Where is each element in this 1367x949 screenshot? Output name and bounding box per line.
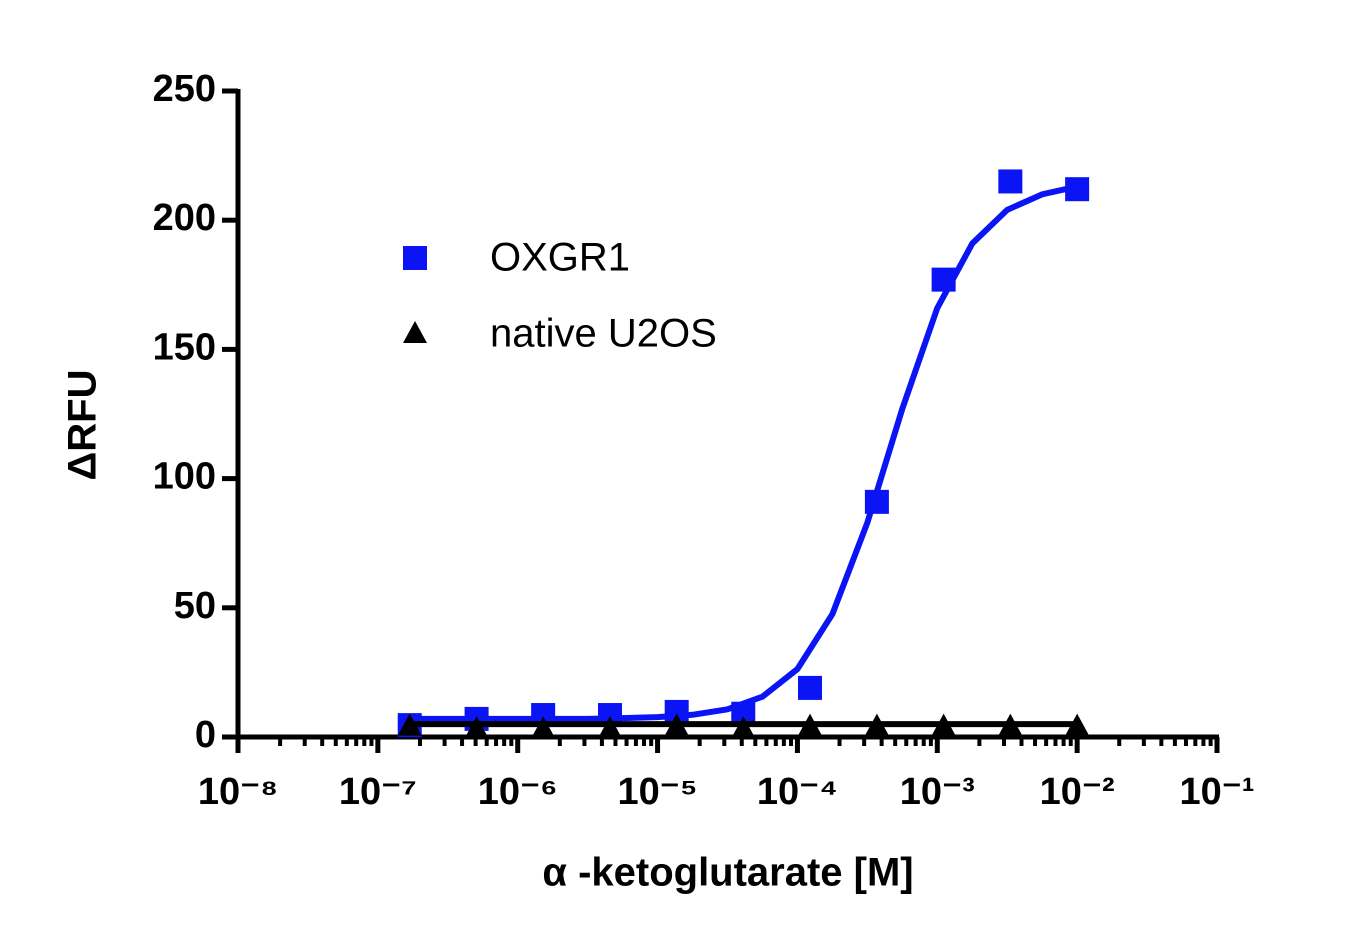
data-point [1065,177,1090,202]
data-point [397,713,422,736]
data-point [864,713,889,736]
data-point [864,489,889,514]
legend-marker [403,246,427,270]
legend-label: native U2OS [490,312,717,356]
data-point [531,716,556,739]
data-point [931,267,956,292]
y-tick-label: 150 [153,326,216,368]
data-point [464,716,489,739]
data-point [598,716,623,739]
y-tick-label: 250 [153,68,216,110]
x-tick-label: 10⁻⁵ [617,771,697,813]
data-point [798,675,823,700]
x-tick-label: 10⁻⁷ [339,771,417,813]
x-tick-label: 10⁻⁶ [478,771,558,813]
y-tick-label: 0 [195,714,216,756]
x-tick-label: 10⁻³ [900,771,975,813]
data-point [798,713,823,736]
data-point [998,169,1023,194]
data-point [1065,713,1090,736]
legend-label: OXGR1 [490,236,630,280]
x-tick-label: 10⁻⁴ [757,771,838,813]
y-axis-label: ΔRFU [61,370,105,481]
y-tick-label: 200 [153,197,216,239]
data-point [731,716,756,739]
y-tick-label: 50 [174,585,216,627]
data-point [931,713,956,736]
x-axis-label: α -ketoglutarate [M] [542,851,913,895]
legend-marker [403,321,427,343]
x-tick-label: 10⁻¹ [1180,771,1255,813]
x-tick-label: 10⁻⁸ [198,771,278,813]
data-point [998,713,1023,736]
y-tick-label: 100 [153,456,216,498]
data-point [664,713,689,736]
x-tick-label: 10⁻² [1040,771,1115,813]
